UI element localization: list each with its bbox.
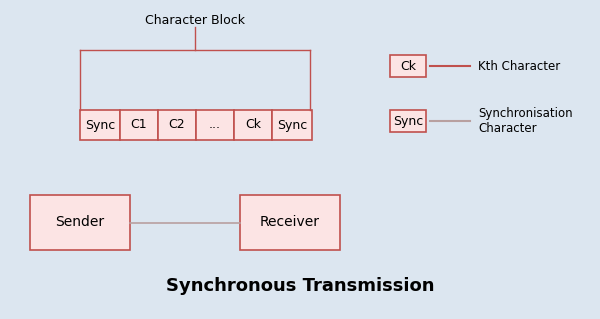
Text: Sender: Sender bbox=[55, 216, 104, 229]
FancyBboxPatch shape bbox=[30, 195, 130, 250]
FancyBboxPatch shape bbox=[158, 110, 196, 140]
FancyBboxPatch shape bbox=[196, 110, 234, 140]
FancyBboxPatch shape bbox=[80, 110, 120, 140]
Text: Kth Character: Kth Character bbox=[478, 60, 560, 72]
Text: C2: C2 bbox=[169, 118, 185, 131]
FancyBboxPatch shape bbox=[240, 195, 340, 250]
Text: Synchronisation
Character: Synchronisation Character bbox=[478, 107, 572, 135]
FancyBboxPatch shape bbox=[390, 55, 426, 77]
FancyBboxPatch shape bbox=[120, 110, 158, 140]
FancyBboxPatch shape bbox=[272, 110, 312, 140]
Text: ...: ... bbox=[209, 118, 221, 131]
Text: Character Block: Character Block bbox=[145, 14, 245, 27]
Text: Ck: Ck bbox=[245, 118, 261, 131]
Text: Sync: Sync bbox=[277, 118, 307, 131]
Text: Receiver: Receiver bbox=[260, 216, 320, 229]
Text: Sync: Sync bbox=[85, 118, 115, 131]
Text: Synchronous Transmission: Synchronous Transmission bbox=[166, 277, 434, 295]
Text: Sync: Sync bbox=[393, 115, 423, 128]
FancyBboxPatch shape bbox=[390, 110, 426, 132]
FancyBboxPatch shape bbox=[234, 110, 272, 140]
Text: Ck: Ck bbox=[400, 60, 416, 72]
Text: C1: C1 bbox=[131, 118, 147, 131]
